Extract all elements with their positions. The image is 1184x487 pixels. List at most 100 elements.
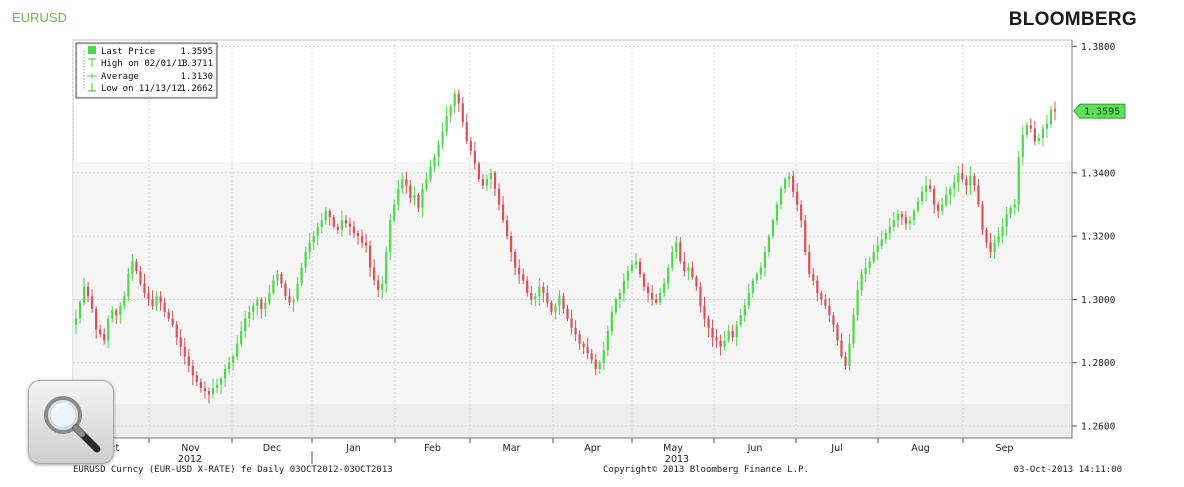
- year-label-2013: 2013: [665, 454, 689, 465]
- candle: [977, 179, 980, 207]
- candle: [574, 320, 577, 342]
- candle: [377, 275, 380, 297]
- last-price-tag-text: 1.3595: [1084, 107, 1120, 118]
- candle: [610, 305, 613, 336]
- legend-box[interactable]: Last Price 1.3595 High on 02/01/13 1.371…: [75, 42, 218, 99]
- legend-label-low: Low on 11/13/12: [101, 84, 182, 94]
- candle: [441, 122, 444, 150]
- candle: [86, 281, 90, 303]
- candle: [622, 272, 626, 302]
- candle: [264, 296, 267, 317]
- footer-timestamp: 03-Oct-2013 14:11:00: [1013, 465, 1122, 475]
- candle: [312, 231, 315, 250]
- candle: [659, 287, 662, 306]
- candle: [223, 363, 227, 387]
- average-marker-icon: [87, 73, 97, 79]
- candle: [630, 259, 634, 274]
- candle: [860, 269, 863, 296]
- y-tick-label: 1.2800: [1081, 358, 1116, 369]
- candle: [163, 297, 166, 318]
- candle: [139, 265, 142, 286]
- candle: [191, 359, 194, 385]
- candle: [401, 172, 404, 194]
- candle: [364, 233, 368, 253]
- candle: [824, 294, 827, 310]
- legend-value-low: 1.2662: [180, 84, 213, 94]
- footer-copyright: Copyright© 2013 Bloomberg Finance L.P.: [603, 465, 809, 475]
- candlestick-series: [74, 89, 1057, 404]
- candle: [953, 174, 956, 198]
- candle: [973, 172, 976, 192]
- low-band: [73, 404, 1072, 438]
- candle: [115, 308, 118, 325]
- candle: [937, 201, 940, 219]
- candle: [961, 163, 964, 183]
- candle: [143, 273, 146, 298]
- y-tick-label: 1.2600: [1081, 421, 1116, 432]
- candle: [594, 353, 597, 376]
- candle: [715, 329, 718, 348]
- candle: [695, 275, 698, 291]
- candle: [368, 240, 372, 277]
- candle: [679, 237, 682, 264]
- candle: [1053, 101, 1057, 121]
- candle: [828, 298, 831, 323]
- candle: [485, 174, 489, 192]
- brand-logo: BLOOMBERG: [1008, 9, 1137, 30]
- candle: [514, 249, 517, 276]
- candle: [957, 166, 960, 192]
- candle: [755, 272, 758, 284]
- candle: [127, 267, 130, 301]
- x-axis: OctNovDecJanFebMarAprMayJunJulAugSep2012…: [72, 437, 1072, 465]
- candle: [796, 183, 799, 212]
- candle: [723, 330, 726, 351]
- candle: [510, 231, 513, 262]
- candle: [804, 215, 807, 256]
- candle: [783, 176, 787, 194]
- candle: [481, 173, 485, 190]
- legend-row-average: Average 1.3130: [87, 72, 213, 82]
- high-marker-icon: [88, 58, 96, 67]
- candle: [985, 227, 988, 248]
- candle: [1001, 218, 1004, 243]
- candle: [912, 208, 916, 226]
- y-tick-label: 1.3200: [1081, 232, 1116, 243]
- candle: [530, 285, 533, 305]
- average-band: [73, 162, 1072, 404]
- x-tick-label: Sep: [996, 443, 1014, 454]
- candle: [920, 186, 924, 205]
- candle: [651, 285, 654, 306]
- candle: [320, 213, 323, 234]
- legend-label-high: High on 02/01/13: [101, 59, 188, 69]
- candle: [1037, 133, 1040, 145]
- candle: [816, 275, 819, 302]
- zoom-button[interactable]: [28, 380, 114, 464]
- ticker-label: EURUSD: [12, 10, 67, 25]
- candle: [719, 334, 722, 356]
- legend-label-last-price: Last Price: [101, 47, 155, 57]
- candle: [288, 288, 291, 306]
- candle: [99, 324, 102, 338]
- x-tick-label: Apr: [584, 443, 601, 454]
- candle: [687, 262, 690, 281]
- candle: [888, 217, 891, 240]
- candle: [248, 305, 251, 327]
- candle: [195, 371, 198, 387]
- candle: [155, 291, 158, 312]
- x-tick-label: Jun: [747, 443, 763, 454]
- candle: [159, 291, 162, 311]
- candle: [147, 286, 150, 307]
- magnifier-icon: [44, 396, 101, 453]
- legend-row-last-price: Last Price 1.3595: [88, 46, 213, 57]
- candle: [236, 335, 239, 360]
- candle: [896, 209, 899, 229]
- legend-value-high: 1.3711: [180, 59, 213, 69]
- footer-security-info: EURUSD Curncy (EUR-USD X-RATE) fe Daily …: [73, 465, 393, 475]
- candle: [598, 360, 601, 374]
- candle: [179, 329, 182, 357]
- candle: [675, 236, 678, 259]
- candle: [1005, 206, 1008, 237]
- candle: [413, 186, 416, 206]
- candle: [381, 275, 384, 299]
- x-tick-label: Mar: [503, 443, 521, 454]
